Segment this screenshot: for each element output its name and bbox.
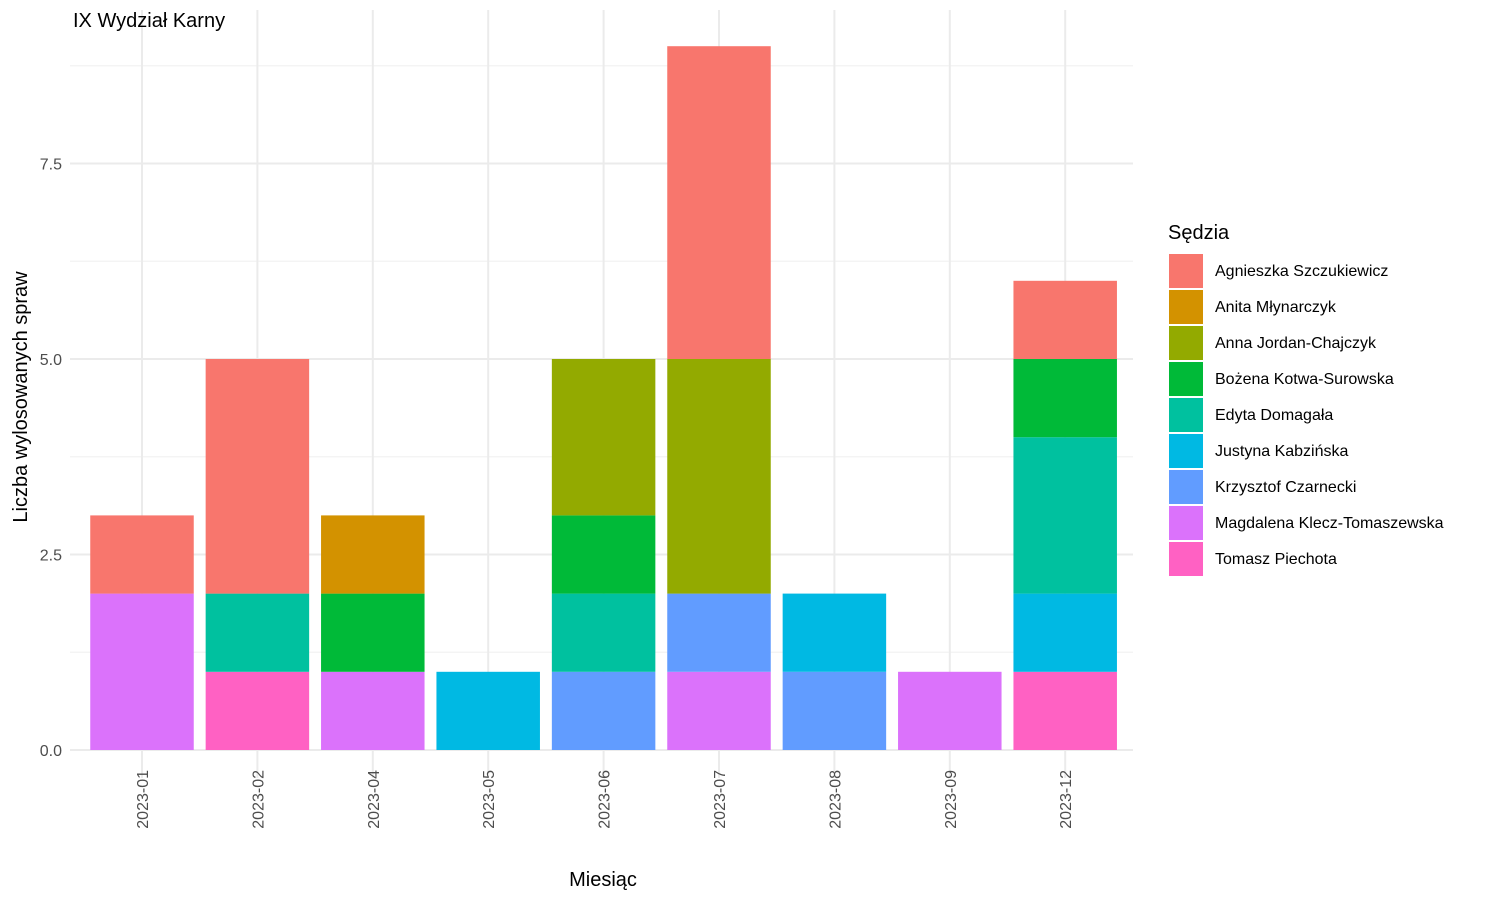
legend-label: Tomasz Piechota <box>1215 551 1337 568</box>
y-axis-title: Liczba wylosowanych spraw <box>10 271 32 523</box>
bar-segment <box>205 359 310 594</box>
bar-segment <box>205 671 310 750</box>
bar-segment <box>90 515 194 594</box>
bar-segment <box>667 359 771 594</box>
bar-segment <box>436 671 540 750</box>
bar-segment <box>1013 671 1117 750</box>
x-axis-title: Miesiąc <box>569 869 637 891</box>
legend-label: Edyta Domagała <box>1215 407 1333 424</box>
y-tick-label: 7.5 <box>40 157 62 174</box>
legend: Sędzia Agnieszka Szczukiewicz Anita Młyna… <box>1168 222 1444 576</box>
legend-label: Anna Jordan-Chajczyk <box>1215 335 1377 352</box>
bar-segment <box>205 593 310 672</box>
x-tick-label: 2023-06 <box>597 770 614 829</box>
legend-swatch <box>1169 470 1203 504</box>
y-tick-label: 2.5 <box>40 548 62 565</box>
legend-label: Bożena Kotwa-Surowska <box>1215 371 1394 388</box>
x-tick-label: 2023-09 <box>943 770 960 829</box>
legend-swatch <box>1169 434 1203 468</box>
legend-swatch <box>1169 398 1203 432</box>
legend-swatch <box>1169 362 1203 396</box>
x-tick-label: 2023-07 <box>712 770 729 829</box>
bar-segment <box>1013 280 1117 359</box>
legend-swatch <box>1169 254 1203 288</box>
bar-segment <box>551 593 656 672</box>
bar-segment <box>321 671 425 750</box>
x-tick-label: 2023-02 <box>250 770 267 829</box>
legend-swatch <box>1169 326 1203 360</box>
legend-title: Sędzia <box>1168 222 1230 244</box>
legend-label: Agnieszka Szczukiewicz <box>1215 263 1388 280</box>
legend-label: Justyna Kabzińska <box>1215 443 1349 460</box>
legend-label: Magdalena Klecz-Tomaszewska <box>1215 515 1444 532</box>
bar-segment <box>551 515 656 594</box>
chart-title: IX Wydział Karny <box>73 10 225 32</box>
x-tick-label: 2023-12 <box>1058 770 1075 829</box>
legend-swatch <box>1169 506 1203 540</box>
bar-segment <box>667 593 771 672</box>
bar-segment <box>667 671 771 750</box>
x-axis: 2023-01 2023-02 2023-04 2023-05 2023-06 2023-… <box>135 770 1075 829</box>
bar-segment <box>898 671 1002 750</box>
x-tick-label: 2023-05 <box>481 770 498 829</box>
legend-swatch <box>1169 542 1203 576</box>
bar-segment <box>321 593 425 672</box>
bar-segment <box>90 593 194 750</box>
bars <box>90 46 1117 750</box>
bar-segment <box>667 46 771 359</box>
legend-label: Anita Młynarczyk <box>1215 299 1337 316</box>
bar-segment <box>551 359 656 516</box>
legend-swatch <box>1169 290 1203 324</box>
y-tick-label: 5.0 <box>40 352 62 369</box>
legend-label: Krzysztof Czarnecki <box>1215 479 1356 496</box>
bar-segment <box>782 593 887 672</box>
bar-segment <box>1013 437 1117 594</box>
y-axis: 0.0 2.5 5.0 7.5 <box>40 157 62 761</box>
bar-segment <box>321 515 425 594</box>
bar-segment <box>782 671 887 750</box>
y-tick-label: 0.0 <box>40 743 62 760</box>
bar-segment <box>1013 359 1117 438</box>
x-tick-label: 2023-04 <box>366 770 383 829</box>
x-tick-label: 2023-01 <box>135 770 152 829</box>
x-tick-label: 2023-08 <box>827 770 844 829</box>
bar-segment <box>1013 593 1117 672</box>
bar-segment <box>551 671 656 750</box>
